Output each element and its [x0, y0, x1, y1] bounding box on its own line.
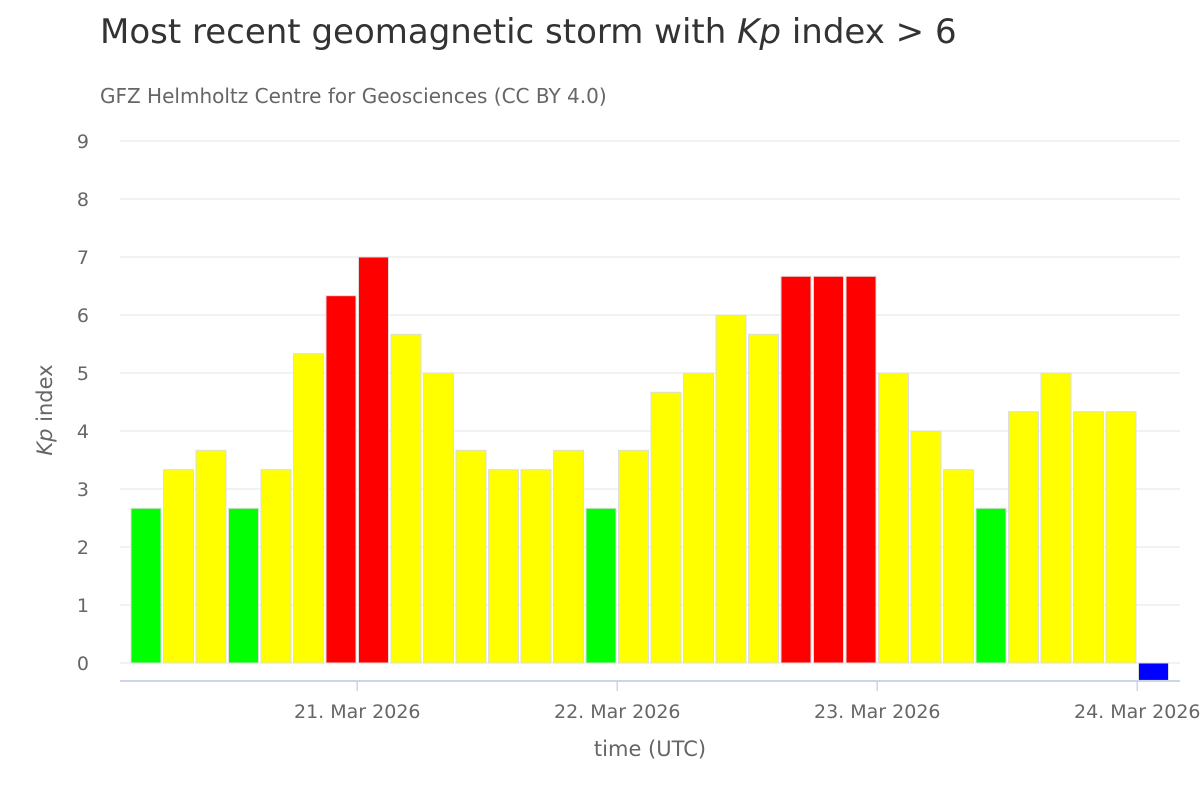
bar-10[interactable] — [455, 449, 487, 664]
bar-18[interactable] — [715, 314, 747, 664]
y-tick-label: 5 — [77, 363, 89, 385]
x-tick-label: 22. Mar 2026 — [554, 701, 681, 723]
bar-0[interactable] — [130, 507, 162, 664]
chart-title: Most recent geomagnetic storm with Kp in… — [100, 12, 957, 52]
bar-6[interactable] — [325, 295, 357, 664]
y-tick-label: 7 — [77, 247, 89, 269]
bar-1[interactable] — [163, 469, 194, 664]
y-tick-label: 6 — [77, 305, 89, 327]
y-tick-label: 9 — [77, 131, 89, 153]
x-tick-label: 21. Mar 2026 — [294, 701, 421, 723]
y-tick-label: 4 — [77, 421, 89, 443]
bar-26[interactable] — [975, 507, 1007, 664]
bar-24[interactable] — [910, 430, 942, 664]
bar-22[interactable] — [845, 275, 877, 664]
x-axis-title: time (UTC) — [594, 737, 706, 761]
x-tick-label: 23. Mar 2026 — [814, 701, 941, 723]
bar-29[interactable] — [1073, 411, 1104, 664]
bar-5[interactable] — [293, 353, 324, 664]
bar-9[interactable] — [423, 372, 454, 664]
y-tick-label: 2 — [77, 537, 89, 559]
bar-19[interactable] — [748, 333, 779, 664]
bar-13[interactable] — [553, 449, 584, 664]
bar-15[interactable] — [618, 449, 649, 664]
y-axis-title: Kp index — [33, 364, 57, 455]
y-tick-label: 0 — [77, 653, 89, 675]
bar-16[interactable] — [650, 391, 682, 664]
bar-23[interactable] — [878, 372, 909, 664]
bar-28[interactable] — [1040, 372, 1072, 664]
bar-27[interactable] — [1008, 411, 1039, 664]
bar-25[interactable] — [943, 469, 974, 664]
bar-20[interactable] — [780, 275, 812, 664]
y-tick-label: 3 — [77, 479, 89, 501]
x-tick-label: 24. Mar 2026 — [1074, 701, 1200, 723]
bar-31[interactable] — [1138, 662, 1169, 681]
bar-7[interactable] — [358, 256, 389, 664]
y-axis-ticks: 0 1 2 3 4 5 6 7 8 9 — [77, 131, 89, 675]
bar-2[interactable] — [195, 449, 227, 664]
y-tick-label: 1 — [77, 595, 89, 617]
bar-8[interactable] — [390, 333, 422, 664]
bar-14[interactable] — [585, 507, 617, 664]
bar-series — [130, 256, 1169, 681]
bar-12[interactable] — [520, 469, 552, 664]
chart-subtitle: GFZ Helmholtz Centre for Geosciences (CC… — [100, 84, 607, 108]
bar-3[interactable] — [228, 507, 259, 664]
bar-17[interactable] — [683, 372, 714, 664]
x-axis: 21. Mar 2026 22. Mar 2026 23. Mar 2026 24. … — [120, 680, 1200, 723]
bar-11[interactable] — [488, 469, 519, 664]
bar-4[interactable] — [260, 469, 292, 664]
y-tick-label: 8 — [77, 189, 89, 211]
bar-21[interactable] — [813, 275, 844, 664]
bar-30[interactable] — [1105, 411, 1137, 664]
